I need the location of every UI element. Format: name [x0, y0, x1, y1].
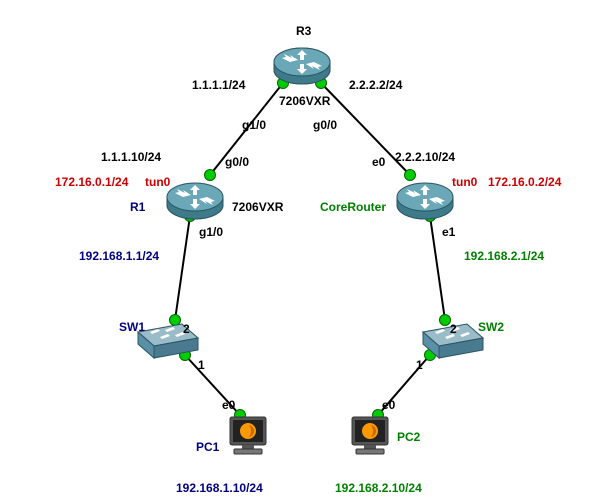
- cr-e1: e1: [442, 225, 455, 239]
- r3-label: R3: [296, 24, 311, 38]
- cr-e0: e0: [372, 155, 385, 169]
- cr-tun0: tun0: [452, 175, 477, 189]
- cr-lan-ip: 192.168.2.1/24: [464, 249, 544, 263]
- r3-left-ip: 1.1.1.1/24: [192, 78, 245, 92]
- edge-r1-sw1: [175, 216, 190, 320]
- router-corerouter: [395, 175, 455, 223]
- pc-pc1: [226, 415, 271, 457]
- r1-g10: g1/0: [199, 225, 223, 239]
- sw1-p1: 1: [198, 358, 205, 372]
- sw2-p1: 1: [416, 358, 423, 372]
- router-r1: [165, 175, 225, 223]
- r1-tun0: tun0: [145, 175, 170, 189]
- cr-tun0-ip: 172.16.0.2/24: [488, 175, 561, 189]
- router-r3: [272, 40, 332, 88]
- pc1-label: PC1: [196, 440, 219, 454]
- sw2-p2: 2: [450, 322, 457, 336]
- sw1-label: SW1: [119, 320, 145, 334]
- r1-label: R1: [130, 200, 145, 214]
- pc2-label: PC2: [397, 430, 420, 444]
- r1-wan-ip: 1.1.1.10/24: [101, 150, 161, 164]
- r1-g00: g0/0: [225, 155, 249, 169]
- pc2-ip: 192.168.2.10/24: [335, 481, 422, 495]
- r3-right-ip: 2.2.2.2/24: [349, 78, 402, 92]
- r3-g10: g1/0: [242, 118, 266, 132]
- r1-tun0-ip: 172.16.0.1/24: [55, 175, 128, 189]
- sw1-p2: 2: [183, 322, 190, 336]
- pc1-ip: 192.168.1.10/24: [176, 481, 263, 495]
- network-diagram: R3 7206VXR 1.1.1.1/24 2.2.2.2/24 g1/0 g0…: [0, 0, 592, 503]
- pc2-e0: e0: [382, 398, 395, 412]
- r3-model-label: 7206VXR: [279, 94, 330, 108]
- pc-pc2: [348, 415, 393, 457]
- r1-model: 7206VXR: [232, 200, 283, 214]
- cr-wan-ip: 2.2.2.10/24: [395, 150, 455, 164]
- r3-g00: g0/0: [313, 118, 337, 132]
- pc1-e0: e0: [222, 398, 235, 412]
- sw2-label: SW2: [478, 320, 504, 334]
- r1-lan-ip: 192.168.1.1/24: [79, 249, 159, 263]
- cr-label: CoreRouter: [320, 200, 386, 214]
